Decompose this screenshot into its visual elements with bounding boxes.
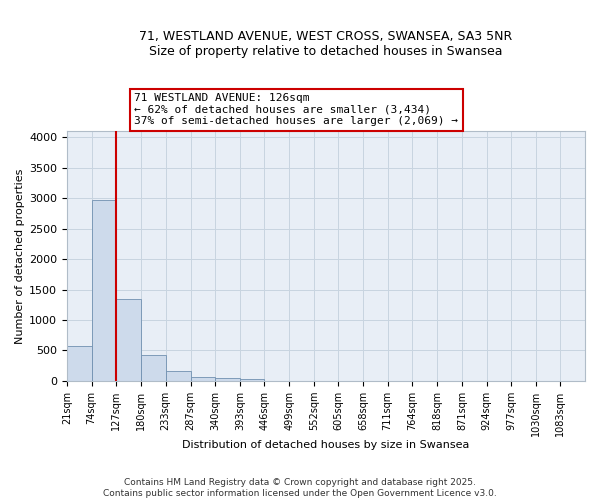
Bar [191,376,215,381]
Title: 71, WESTLAND AVENUE, WEST CROSS, SWANSEA, SA3 5NR
Size of property relative to d: 71, WESTLAND AVENUE, WEST CROSS, SWANSEA… [139,30,512,58]
Bar [215,378,240,381]
Y-axis label: Number of detached properties: Number of detached properties [15,168,25,344]
Text: 71 WESTLAND AVENUE: 126sqm
← 62% of detached houses are smaller (3,434)
37% of s: 71 WESTLAND AVENUE: 126sqm ← 62% of deta… [134,93,458,126]
Bar [240,378,265,381]
Bar [67,346,92,381]
X-axis label: Distribution of detached houses by size in Swansea: Distribution of detached houses by size … [182,440,470,450]
Bar [141,354,166,381]
Bar [116,300,141,381]
Text: Contains HM Land Registry data © Crown copyright and database right 2025.
Contai: Contains HM Land Registry data © Crown c… [103,478,497,498]
Bar [92,200,116,381]
Bar [166,372,191,381]
